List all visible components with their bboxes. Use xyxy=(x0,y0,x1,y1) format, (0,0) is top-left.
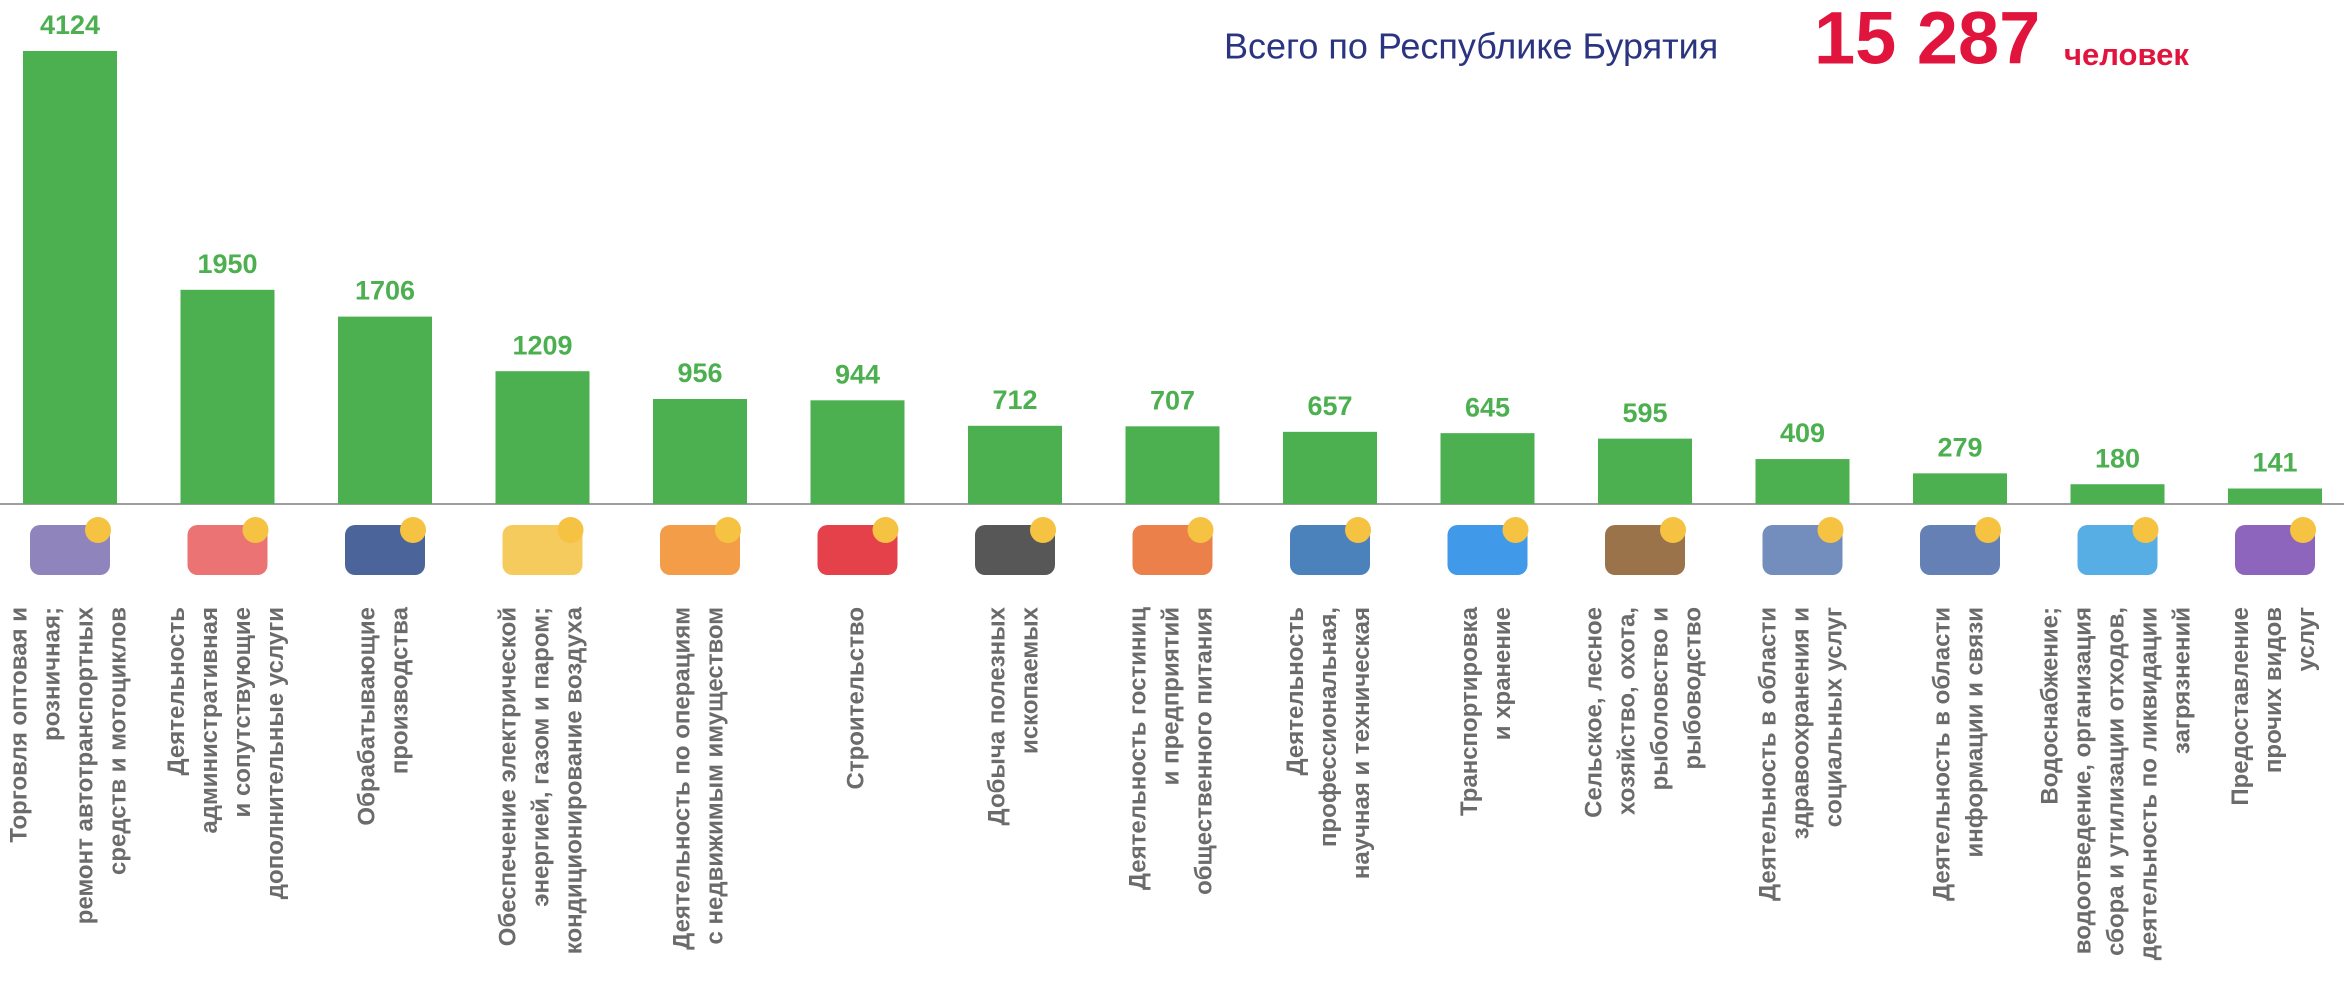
category-icon xyxy=(818,517,899,575)
icon-shape xyxy=(873,517,899,543)
icon-shape xyxy=(2290,517,2316,543)
icon-shape xyxy=(1188,517,1214,543)
value-label: 707 xyxy=(1150,385,1195,415)
icon-shape xyxy=(1503,517,1529,543)
bar xyxy=(23,51,117,504)
category-icon xyxy=(503,517,584,575)
chart: Всего по Республике Бурятия 15 287 челов… xyxy=(0,0,2344,1001)
value-label: 1706 xyxy=(355,276,415,306)
value-label: 657 xyxy=(1307,391,1352,421)
category-icon xyxy=(1605,517,1686,575)
bar xyxy=(181,290,275,504)
icon-shape xyxy=(1345,517,1371,543)
category-icon xyxy=(1290,517,1371,575)
value-label: 595 xyxy=(1622,398,1667,428)
icon-shape xyxy=(1818,517,1844,543)
category-icon xyxy=(2235,517,2316,575)
bar xyxy=(2071,484,2165,504)
bar xyxy=(811,400,905,504)
value-label: 944 xyxy=(835,359,880,389)
category-icon xyxy=(975,517,1056,575)
icon-shape xyxy=(1660,517,1686,543)
category-label: Строительство xyxy=(843,607,870,789)
bar xyxy=(968,426,1062,504)
category-icon xyxy=(30,517,111,575)
icon-shape xyxy=(2133,517,2159,543)
icon-shape xyxy=(558,517,584,543)
bar xyxy=(1441,433,1535,504)
bar xyxy=(1756,459,1850,504)
bar xyxy=(1913,473,2007,504)
category-label: Водоснабжение;водоотведение, организация… xyxy=(2037,607,2196,960)
bar xyxy=(496,371,590,504)
category-icon xyxy=(1448,517,1529,575)
total-value: 15 287 xyxy=(1814,0,2040,80)
bar xyxy=(653,399,747,504)
total-unit: человек xyxy=(2064,37,2189,72)
bar xyxy=(1598,439,1692,504)
category-icon xyxy=(2078,517,2159,575)
bar xyxy=(1126,426,1220,504)
category-icon xyxy=(345,517,426,575)
value-label: 1950 xyxy=(197,249,257,279)
icon-shape xyxy=(243,517,269,543)
category-icon xyxy=(188,517,269,575)
page: Всего по Республике Бурятия 15 287 челов… xyxy=(0,0,2344,1001)
value-label: 712 xyxy=(992,385,1037,415)
category-icon xyxy=(1920,517,2001,575)
value-label: 409 xyxy=(1780,418,1825,448)
value-label: 141 xyxy=(2252,448,2297,478)
category-icon xyxy=(1763,517,1844,575)
icon-shape xyxy=(1975,517,2001,543)
category-icon xyxy=(660,517,741,575)
bar xyxy=(1283,432,1377,504)
bar xyxy=(2228,489,2322,504)
value-label: 1209 xyxy=(512,330,572,360)
bar xyxy=(338,317,432,504)
value-label: 279 xyxy=(1937,432,1982,462)
category-icon xyxy=(1133,517,1214,575)
chart-title: Всего по Республике Бурятия xyxy=(1224,26,1718,67)
icon-shape xyxy=(1030,517,1056,543)
value-label: 645 xyxy=(1465,392,1510,422)
icon-shape xyxy=(85,517,111,543)
icon-shape xyxy=(400,517,426,543)
value-label: 4124 xyxy=(40,10,100,40)
value-label: 956 xyxy=(677,358,722,388)
icon-shape xyxy=(715,517,741,543)
value-label: 180 xyxy=(2095,443,2140,473)
